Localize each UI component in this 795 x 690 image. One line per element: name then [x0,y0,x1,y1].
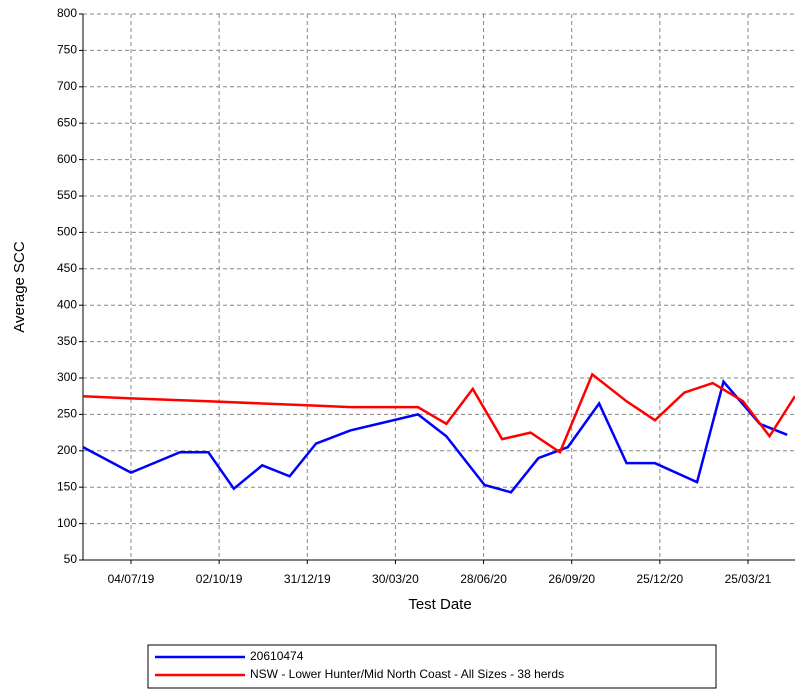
x-tick-label: 28/06/20 [460,572,507,586]
y-tick-label: 350 [57,334,77,348]
y-tick-label: 600 [57,152,77,166]
series-line [82,372,795,455]
series-line [82,379,788,494]
y-tick-label: 50 [64,552,78,566]
y-tick-label: 800 [57,6,77,20]
y-tick-label: 500 [57,225,77,239]
y-tick-label: 200 [57,443,77,457]
y-tick-label: 250 [57,407,77,421]
y-tick-label: 650 [57,115,77,129]
x-tick-label: 26/09/20 [548,572,595,586]
x-tick-label: 25/12/20 [636,572,683,586]
y-tick-label: 400 [57,297,77,311]
y-tick-label: 700 [57,79,77,93]
x-tick-label: 25/03/21 [725,572,772,586]
y-tick-label: 750 [57,43,77,57]
x-tick-label: 02/10/19 [196,572,243,586]
y-axis-label: Average SCC [11,241,28,333]
y-tick-label: 550 [57,188,77,202]
x-axis-label: Test Date [408,596,471,613]
x-tick-label: 04/07/19 [108,572,155,586]
legend-label: 20610474 [250,649,304,663]
y-tick-label: 450 [57,261,77,275]
y-tick-label: 100 [57,516,77,530]
y-tick-label: 300 [57,370,77,384]
legend-box [147,644,717,689]
x-tick-label: 30/03/20 [372,572,419,586]
x-tick-label: 31/12/19 [284,572,331,586]
legend-label: NSW - Lower Hunter/Mid North Coast - All… [250,667,564,681]
y-tick-label: 150 [57,479,77,493]
